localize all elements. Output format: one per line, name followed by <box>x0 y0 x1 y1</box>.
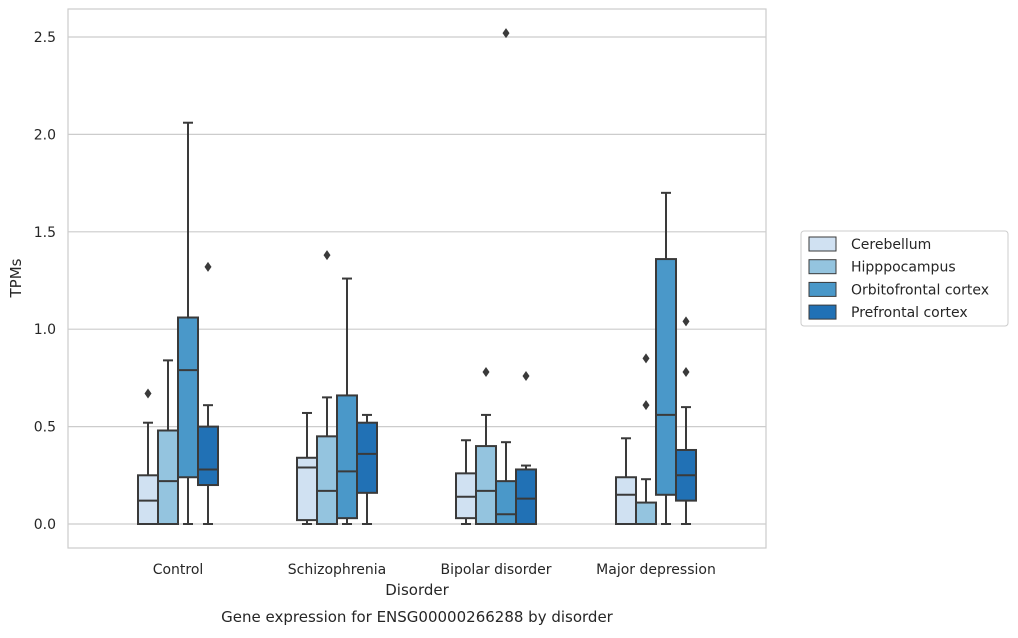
box-cerebellum <box>296 411 318 525</box>
outlier-point <box>522 370 530 381</box>
x-tick-label: Schizophrenia <box>288 562 386 578</box>
box-iqr <box>336 394 358 520</box>
box-series <box>137 28 697 526</box>
x-tick-label: Control <box>153 562 204 578</box>
y-tick-label: 2.0 <box>34 127 56 143</box>
outlier-point <box>323 250 331 261</box>
plot-area-frame <box>67 8 767 549</box>
box-prefrontal-cortex <box>197 261 219 525</box>
outlier-point <box>502 28 510 39</box>
box-cerebellum <box>137 388 159 525</box>
y-axis-ticks: 0.0 0.5 1.0 1.5 2.0 2.5 <box>34 30 56 533</box>
box-iqr <box>475 445 497 525</box>
box-orbitofrontal-cortex <box>177 121 199 525</box>
y-tick-label: 0.5 <box>34 420 56 436</box>
legend-label: Cerebellum <box>851 237 931 253</box>
box-hipppocampus <box>635 353 657 525</box>
x-axis-ticks: Control Schizophrenia Bipolar disorder Majo… <box>153 562 716 578</box>
box-orbitofrontal-cortex <box>655 191 677 525</box>
box-iqr <box>356 421 378 494</box>
box-hipppocampus <box>157 359 179 525</box>
y-tick-label: 2.5 <box>34 30 56 46</box>
box-iqr <box>515 468 537 525</box>
box-iqr <box>177 316 199 479</box>
legend-swatch <box>808 236 837 252</box>
x-axis-label: Disorder <box>385 581 449 599</box>
y-tick-label: 1.5 <box>34 225 56 241</box>
box-iqr <box>197 425 219 487</box>
legend: Cerebellum Hipppocampus Orbitofrontal cort… <box>800 230 1009 327</box>
outlier-point <box>642 400 650 411</box>
outlier-point <box>682 316 690 327</box>
legend-swatch <box>808 281 837 297</box>
legend-label: Prefrontal cortex <box>851 305 968 321</box>
x-tick-label: Major depression <box>596 562 716 578</box>
y-tick-label: 1.0 <box>34 322 56 338</box>
outlier-point <box>642 353 650 364</box>
outlier-point <box>482 367 490 378</box>
box-iqr <box>655 258 677 496</box>
outlier-point <box>144 388 152 399</box>
legend-swatch <box>808 304 837 320</box>
legend-label: Hipppocampus <box>851 260 956 276</box>
x-tick-label: Bipolar disorder <box>440 562 551 578</box>
y-axis-label: TPMs <box>7 258 25 298</box>
box-cerebellum <box>615 437 637 525</box>
outlier-point <box>682 367 690 378</box>
box-iqr <box>615 476 637 525</box>
box-orbitofrontal-cortex <box>336 277 358 525</box>
legend-frame <box>800 230 1009 327</box>
box-cerebellum <box>455 439 477 525</box>
box-hipppocampus <box>475 367 497 525</box>
outlier-point <box>204 261 212 272</box>
chart-title: Gene expression for ENSG00000266288 by d… <box>221 608 614 626</box>
legend-label: Orbitofrontal cortex <box>851 282 989 298</box>
box-iqr <box>157 429 179 525</box>
box-prefrontal-cortex <box>515 370 537 525</box>
box-iqr <box>635 501 657 525</box>
legend-swatch <box>808 259 837 275</box>
y-tick-label: 0.0 <box>34 517 56 533</box>
box-prefrontal-cortex <box>356 413 378 525</box>
box-orbitofrontal-cortex <box>495 28 517 526</box>
box-prefrontal-cortex <box>675 316 697 525</box>
box-hipppocampus <box>316 250 338 525</box>
box-iqr <box>495 480 517 526</box>
box-iqr <box>316 435 338 525</box>
